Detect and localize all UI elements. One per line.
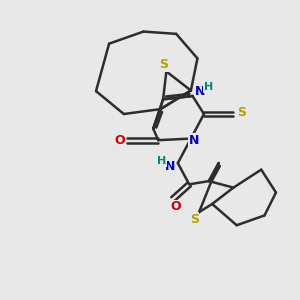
Text: O: O — [170, 200, 181, 213]
Text: N: N — [195, 85, 206, 98]
Text: N: N — [189, 134, 199, 147]
Text: S: S — [159, 58, 168, 71]
Text: S: S — [237, 106, 246, 118]
Text: H: H — [158, 156, 167, 166]
Text: S: S — [190, 212, 199, 226]
Text: H: H — [204, 82, 213, 92]
Text: N: N — [165, 160, 175, 172]
Text: O: O — [114, 134, 124, 147]
